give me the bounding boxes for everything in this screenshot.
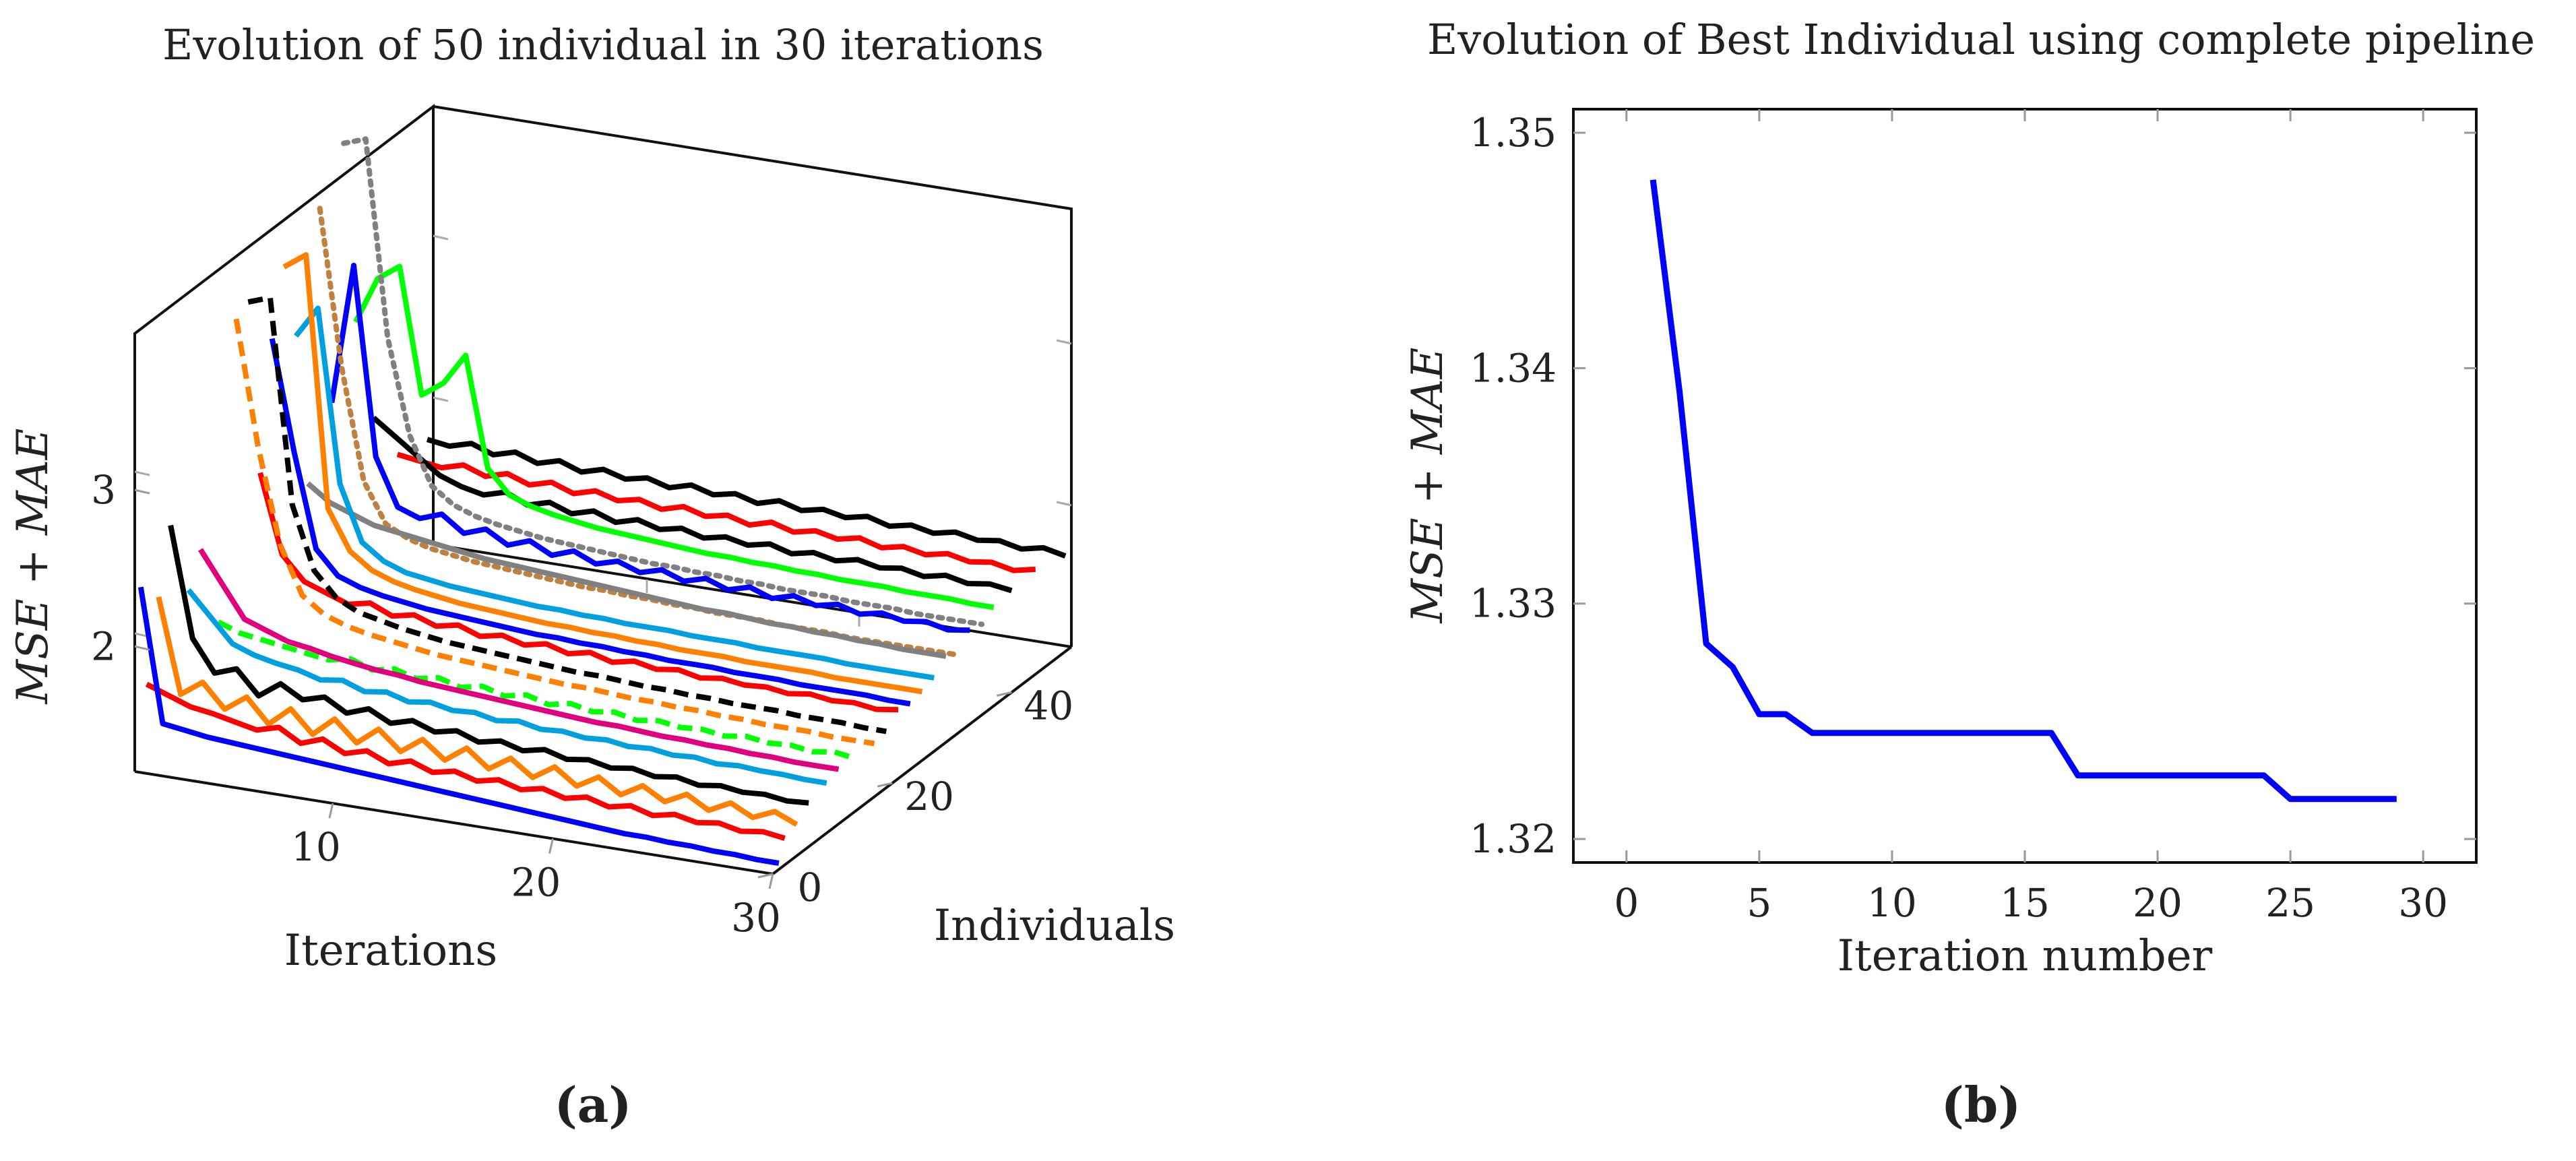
chart-a-right-floor-edge: [772, 646, 1073, 875]
chart-a-title: Evolution of 50 individual in 30 iterati…: [162, 20, 1044, 69]
series-line: [353, 263, 995, 610]
x-tick-label: 10: [1867, 880, 1917, 926]
series-line: [282, 252, 923, 695]
x-tick-label: 10: [291, 824, 341, 870]
z-tick-mark: [134, 645, 150, 651]
x-tick-label: 25: [2265, 880, 2315, 926]
x-tick-label: 30: [731, 895, 781, 941]
y-tick-mark: [757, 873, 774, 879]
chart-a-right-back-pane: [433, 105, 1073, 647]
y-tick-label: 40: [1024, 683, 1073, 728]
y-tick-label: 1.34: [1470, 345, 1557, 391]
series-line: [137, 586, 780, 866]
x-tick-label: 30: [2398, 880, 2448, 926]
y-tick-label: 1.32: [1470, 816, 1557, 862]
z-tick-label: 2: [91, 623, 116, 669]
y-tick-label: 0: [798, 865, 823, 910]
chart-a-series: [137, 136, 1067, 866]
y-tick-label: 20: [904, 774, 954, 819]
caption-b: (b): [1941, 1076, 2021, 1133]
back-tick: [134, 470, 150, 476]
panel-a-3d-chart: Evolution of 50 individual in 30 iterati…: [8, 20, 1175, 1133]
back-tick: [433, 234, 449, 241]
chart-b-ticks: 0 5 10 15 20 25 30 1.32 1.33 1.34 1.35: [1470, 109, 2476, 926]
chart-a-ylabel: Individuals: [934, 901, 1175, 951]
series-line: [269, 338, 911, 707]
chart-a-xlabel: Iterations: [284, 926, 497, 976]
series-line: [186, 588, 827, 786]
x-tick-mark: [768, 873, 774, 889]
series-line: [294, 305, 935, 681]
series-line: [341, 136, 985, 627]
back-tick: [1056, 339, 1072, 345]
y-tick-label: 1.35: [1470, 110, 1557, 156]
chart-a-zlabel: MSE + MAE: [8, 429, 58, 705]
z-tick-mark: [134, 489, 150, 495]
chart-a-tick-labels: 10 20 30 0 20 40 2 3: [91, 467, 1073, 941]
series-line: [306, 481, 947, 659]
series-line: [396, 451, 1036, 573]
chart-b-plot-frame: [1572, 108, 2478, 864]
series-line: [329, 262, 970, 633]
panel-b-line-chart: Evolution of Best Individual using compl…: [1403, 15, 2535, 1133]
series-line: [426, 437, 1067, 559]
back-tick: [433, 396, 449, 402]
x-tick-label: 15: [2000, 880, 2050, 926]
series-line: [198, 548, 840, 772]
chart-b-ylabel: MSE + MAE: [1403, 348, 1453, 624]
series-line: [156, 596, 798, 827]
chart-a-box: [133, 103, 1073, 875]
series-line: [217, 619, 858, 761]
x-tick-label: 20: [2133, 880, 2182, 926]
chart-a-left-back-pane: [133, 103, 435, 772]
x-tick-label: 20: [511, 860, 561, 906]
chart-b-xlabel: Iteration number: [1837, 931, 2213, 981]
chart-b-series: [1650, 179, 2397, 803]
series-line: [145, 681, 786, 841]
best-individual-line: [1650, 179, 2397, 803]
x-tick-mark: [548, 838, 554, 854]
series-line: [257, 472, 899, 713]
x-tick-label: 0: [1614, 880, 1639, 926]
series-line: [233, 318, 875, 747]
y-tick-label: 1.33: [1470, 581, 1557, 627]
series-line: [168, 524, 809, 806]
chart-b-title: Evolution of Best Individual using compl…: [1427, 15, 2535, 64]
y-tick-mark: [877, 782, 893, 788]
caption-a: (a): [555, 1076, 632, 1133]
z-tick-label: 3: [91, 467, 116, 513]
back-tick: [1056, 501, 1072, 507]
x-tick-label: 5: [1747, 880, 1771, 926]
y-tick-mark: [997, 691, 1012, 697]
series-line: [247, 294, 887, 734]
x-tick-mark: [328, 803, 334, 819]
chart-a-back-ticks: [134, 234, 1072, 638]
series-line: [371, 415, 1013, 594]
chart-a-front-floor-edge: [134, 770, 774, 875]
